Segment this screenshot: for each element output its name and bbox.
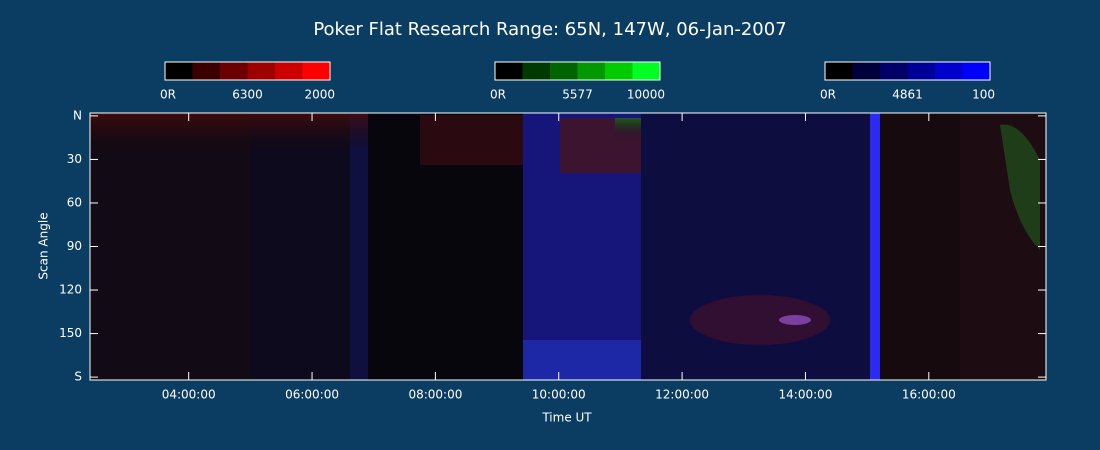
colorbar-max-label: 10000: [627, 88, 665, 102]
x-tick-label: 12:00:00: [655, 388, 709, 402]
y-tick-label: 90: [67, 239, 82, 253]
colorbar-segment: [522, 62, 551, 80]
y-tick-label: S: [74, 370, 82, 384]
colorbar-name: 5577: [562, 88, 593, 102]
colorbar-max-label: 100: [972, 88, 995, 102]
colorbar-segment: [880, 62, 908, 80]
colorbar-min-label: 0R: [490, 88, 506, 102]
colorbar-segment: [220, 62, 248, 80]
colorbar-max-label: 2000: [304, 88, 335, 102]
y-tick-label: 120: [59, 283, 82, 297]
x-tick-label: 10:00:00: [532, 388, 586, 402]
colorbar-segment: [907, 62, 936, 80]
y-tick-label: 150: [59, 326, 82, 340]
colorbar-name: 6300: [232, 88, 263, 102]
x-tick-label: 14:00:00: [779, 388, 833, 402]
colorbar-segment: [247, 62, 276, 80]
colorbar-min-label: 0R: [820, 88, 836, 102]
y-tick-label: 60: [67, 195, 82, 209]
x-tick-label: 08:00:00: [408, 388, 462, 402]
chart-title: Poker Flat Research Range: 65N, 147W, 06…: [313, 19, 786, 40]
colorbar-segment: [302, 62, 331, 80]
x-tick-label: 06:00:00: [285, 388, 339, 402]
colorbar-segment: [192, 62, 221, 80]
keogram-image: [90, 113, 1046, 380]
colorbar-segment: [165, 62, 193, 80]
colorbar-segment: [632, 62, 661, 80]
colorbar-min-label: 0R: [160, 88, 176, 102]
colorbar-segment: [605, 62, 633, 80]
x-tick-label: 16:00:00: [902, 388, 956, 402]
y-axis-label: Scan Angle: [37, 212, 51, 279]
x-axis-label: Time UT: [541, 411, 592, 425]
colorbar-segment: [852, 62, 881, 80]
colorbar-name: 4861: [892, 88, 923, 102]
colorbar-frame: [164, 61, 331, 81]
y-tick-label: 30: [67, 152, 82, 166]
colorbar-segment: [825, 62, 853, 80]
colorbar-frame: [824, 61, 991, 81]
colorbar-frame: [494, 61, 661, 81]
y-tick-label: N: [73, 108, 82, 122]
colorbar-segment: [275, 62, 303, 80]
colorbar-segment: [495, 62, 523, 80]
colorbar-segment: [935, 62, 963, 80]
colorbar-segment: [577, 62, 606, 80]
x-tick-label: 04:00:00: [162, 388, 216, 402]
colorbar-segment: [962, 62, 991, 80]
colorbar-segment: [550, 62, 578, 80]
